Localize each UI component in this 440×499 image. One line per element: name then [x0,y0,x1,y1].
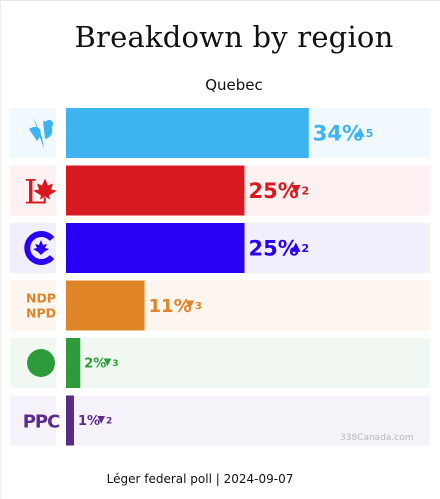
change-down-icon [291,185,301,195]
change-up-icon [355,127,365,137]
top-border [0,0,440,1]
bar-bq [66,108,309,158]
bar-gpc [66,338,81,388]
watermark: 338Canada.com [340,433,414,443]
change-label: 3 [112,359,118,369]
gpc-green-circle-icon [27,349,55,377]
svg-text:L: L [24,173,47,213]
bar-row-bq: 34% 5 [10,108,430,158]
logo-background [10,395,56,446]
value-label: 34% [313,122,363,146]
bar-row-cpc: 25% 2 [10,223,430,273]
change-label: 2 [302,184,310,197]
value-label: 25% [249,179,299,203]
change-label: 5 [366,127,374,140]
bq-fleur-icon [29,117,53,149]
change-label: 3 [195,301,202,312]
bar-row-ppc: PPC 1% 2 [10,395,430,446]
bar-ndp [66,280,145,331]
chart-subtitle: Quebec [205,76,263,94]
change-down-icon [185,300,195,309]
bar-row-gpc: 2% 3 [10,338,430,388]
bar-ppc [66,395,74,446]
value-label: 25% [249,237,299,261]
bar-row-lpc: L 25% 2 [10,165,430,216]
cpc-c-icon [24,231,55,265]
logo-background [10,223,56,273]
row-background [66,338,430,388]
bar-cpc [66,223,245,273]
logo-background [10,280,56,331]
value-label: 1% [78,414,100,429]
change-down-icon [97,416,106,424]
bar-lpc [66,165,245,216]
svg-text:NPD: NPD [26,306,56,321]
svg-text:NDP: NDP [26,291,56,306]
ppc-text-icon: PPC [23,412,61,433]
value-label: 11% [149,296,192,317]
chart-footer: Léger federal poll | 2024-09-07 [106,472,294,486]
change-up-icon [291,242,301,252]
lpc-maple-l-icon: L [24,173,57,213]
svg-text:PPC: PPC [23,412,60,433]
change-label: 2 [302,242,310,255]
row-background [66,395,430,446]
chart-title: Breakdown by region [74,20,394,54]
change-label: 2 [106,417,112,427]
left-border [0,0,1,499]
value-label: 2% [84,357,106,372]
change-down-icon [103,358,112,367]
